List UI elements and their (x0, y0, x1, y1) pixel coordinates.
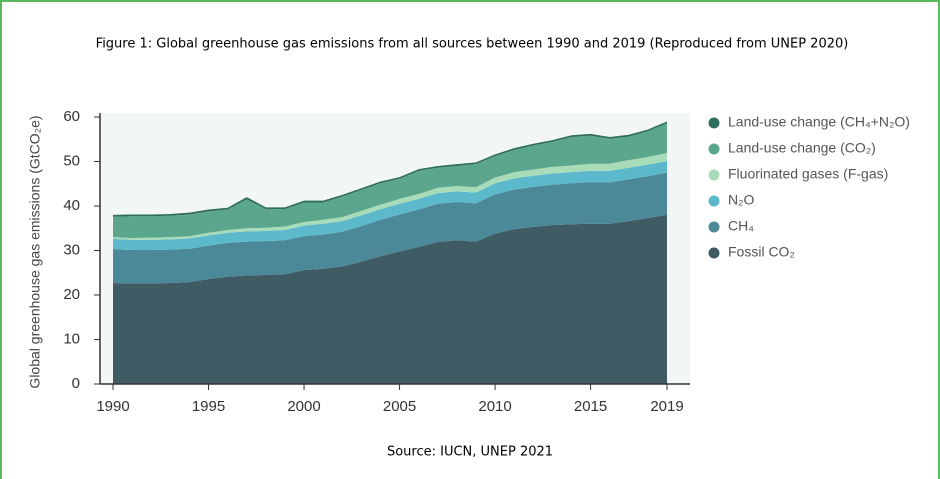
area (113, 123, 667, 239)
legend-label: Land-use change (CH₄+N₂O) (728, 114, 910, 130)
y-tick-label: 40 (63, 197, 80, 214)
x-tick-label: 1995 (192, 398, 225, 415)
y-tick-label: 10 (63, 330, 80, 347)
y-axis-label: Global greenhouse gas emissions (GtCO₂e) (27, 115, 43, 388)
y-tick-label: 0 (72, 375, 80, 392)
legend-swatch (708, 143, 720, 155)
x-tick-label: 2019 (650, 398, 683, 415)
area (113, 161, 667, 251)
legend-label: Fluorinated gases (F-gas) (728, 166, 888, 182)
legend-label: Fossil CO₂ (728, 244, 795, 260)
x-tick-label: 2010 (478, 398, 511, 415)
x-tick-label: 2005 (383, 398, 416, 415)
y-tick-label: 20 (63, 286, 80, 303)
legend-label: Land-use change (CO₂) (728, 140, 876, 156)
y-tick-label: 50 (63, 152, 80, 169)
x-tick-label: 2000 (287, 398, 320, 415)
y-tick-label: 30 (63, 241, 80, 258)
area (113, 214, 667, 384)
legend-swatch (708, 247, 720, 259)
x-tick-label: 2015 (574, 398, 607, 415)
area (113, 172, 667, 284)
legend-swatch (708, 117, 720, 129)
y-tick-label: 60 (63, 108, 80, 125)
legend-swatch (708, 169, 720, 181)
x-tick-label: 1990 (96, 398, 129, 415)
area (113, 121, 667, 217)
source: Source: IUCN, UNEP 2021 (387, 445, 553, 460)
legend-swatch (708, 195, 720, 207)
legend-label: CH₄ (728, 218, 754, 234)
chart-title: Figure 1: Global greenhouse gas emission… (96, 37, 849, 52)
area (113, 153, 667, 240)
legend-swatch (708, 221, 720, 233)
legend-label: N₂O (728, 192, 755, 208)
